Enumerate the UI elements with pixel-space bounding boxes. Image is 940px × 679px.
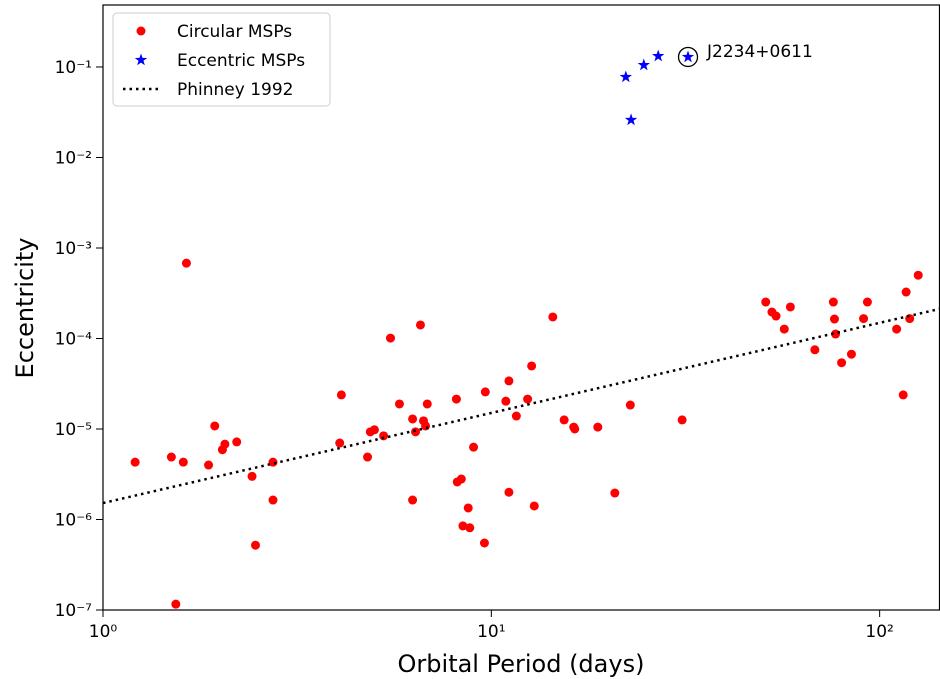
point bbox=[210, 421, 220, 431]
point bbox=[335, 438, 345, 448]
point bbox=[232, 437, 242, 447]
point bbox=[511, 411, 521, 421]
x-tick-label: 10⁰ bbox=[89, 622, 118, 642]
point bbox=[529, 501, 539, 511]
star-point bbox=[637, 58, 650, 71]
point bbox=[422, 399, 432, 409]
point bbox=[408, 495, 418, 505]
legend-box bbox=[112, 12, 331, 107]
y-axis-label: Eccentricity bbox=[11, 238, 39, 379]
legend-marker bbox=[136, 26, 146, 36]
trend-line bbox=[103, 307, 940, 505]
point bbox=[463, 503, 473, 513]
point bbox=[913, 270, 923, 280]
point bbox=[828, 297, 838, 307]
point bbox=[250, 540, 260, 550]
point bbox=[469, 442, 479, 452]
legend-label: Phinney 1992 bbox=[177, 80, 294, 100]
point bbox=[130, 457, 140, 467]
point bbox=[892, 324, 902, 334]
y-tick-label: 10⁻¹ bbox=[55, 58, 92, 78]
x-axis-label: Orbital Period (days) bbox=[398, 650, 645, 678]
point bbox=[220, 439, 230, 449]
legend: Circular MSPs Eccentric MSPs Phinney 1992 bbox=[112, 12, 331, 107]
point bbox=[593, 422, 603, 432]
point bbox=[394, 399, 404, 409]
star-point bbox=[619, 70, 633, 83]
point bbox=[527, 361, 537, 371]
y-tick-label: 10⁻³ bbox=[55, 239, 92, 259]
point bbox=[829, 314, 839, 324]
point bbox=[268, 495, 278, 505]
star-point bbox=[652, 49, 665, 62]
point bbox=[810, 345, 820, 355]
point bbox=[379, 431, 389, 441]
point bbox=[386, 333, 396, 343]
point bbox=[677, 415, 687, 425]
point bbox=[905, 314, 915, 324]
point bbox=[408, 414, 418, 424]
point bbox=[456, 474, 466, 484]
legend-marker bbox=[134, 53, 148, 66]
point bbox=[771, 311, 781, 321]
plot-area bbox=[103, 49, 940, 609]
x-tick-label: 10² bbox=[865, 622, 893, 642]
point bbox=[247, 471, 257, 481]
point bbox=[451, 394, 461, 404]
point bbox=[504, 376, 514, 386]
point bbox=[548, 312, 558, 322]
point bbox=[779, 324, 789, 334]
point bbox=[504, 487, 514, 497]
legend-label: Eccentric MSPs bbox=[177, 51, 305, 71]
point bbox=[859, 314, 869, 324]
point bbox=[761, 297, 771, 307]
point bbox=[465, 523, 475, 533]
point bbox=[181, 258, 191, 268]
point bbox=[785, 302, 795, 312]
legend-label: Circular MSPs bbox=[177, 22, 292, 42]
point bbox=[862, 297, 872, 307]
point bbox=[171, 599, 181, 609]
y-tick-label: 10⁻⁵ bbox=[55, 420, 92, 440]
point bbox=[610, 488, 620, 498]
y-tick-label: 10⁻⁶ bbox=[55, 510, 93, 530]
y-tick-label: 10⁻² bbox=[55, 148, 92, 168]
point bbox=[411, 427, 421, 437]
highlight-circle bbox=[677, 46, 699, 68]
point bbox=[268, 457, 278, 467]
point bbox=[479, 538, 489, 548]
point bbox=[837, 358, 847, 368]
point bbox=[559, 415, 569, 425]
point bbox=[501, 396, 511, 406]
point bbox=[901, 287, 911, 297]
point bbox=[846, 349, 856, 359]
y-tick-label: 10⁻⁴ bbox=[55, 329, 93, 349]
point bbox=[363, 452, 373, 462]
star-point bbox=[624, 113, 638, 126]
point bbox=[369, 425, 379, 435]
point bbox=[898, 390, 908, 400]
point bbox=[421, 421, 431, 431]
point bbox=[570, 424, 580, 434]
point bbox=[480, 387, 490, 397]
star-point bbox=[681, 50, 695, 63]
point bbox=[625, 400, 635, 410]
x-tick-label: 10¹ bbox=[477, 622, 505, 642]
point bbox=[204, 460, 214, 470]
point bbox=[458, 521, 468, 531]
point bbox=[336, 390, 346, 400]
annotation: J2234+0611 bbox=[706, 42, 813, 62]
point bbox=[415, 320, 425, 330]
point bbox=[166, 452, 176, 462]
point bbox=[523, 394, 533, 404]
point bbox=[178, 457, 188, 467]
y-tick-label: 10⁻⁷ bbox=[55, 601, 93, 621]
